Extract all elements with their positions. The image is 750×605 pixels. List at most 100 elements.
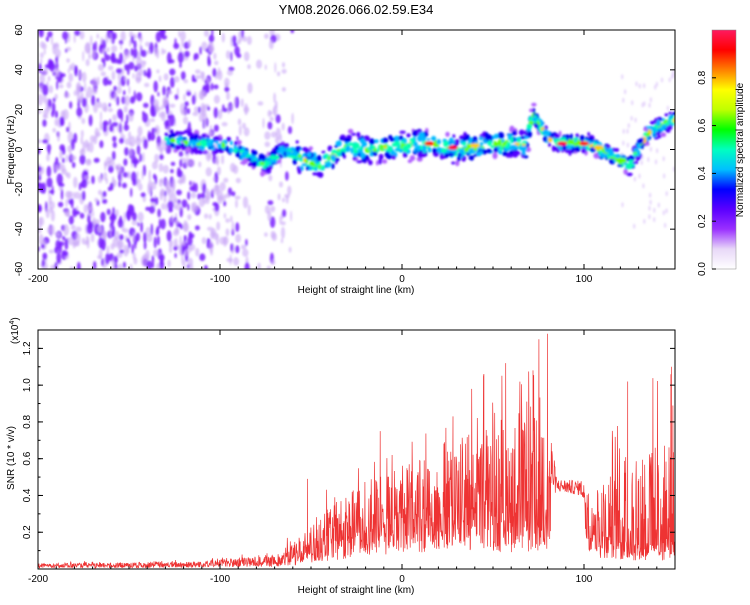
spectrogram-signal-cell [200,146,205,151]
spectrogram-noise-cell [136,56,143,68]
spectrogram-noise-cell [152,173,157,180]
spectrogram-noise-cell [240,244,247,250]
spectrogram-panel: -200 -100 0 100 60 40 20 0 -20 -40 -60 Height of s… [6,24,676,296]
spectrogram-signal-cell [364,154,369,160]
spectrogram-signal-cell [370,145,376,150]
spectrogram-noise-cell [213,52,217,60]
spectrogram-noise-cell [85,59,90,67]
spectrogram-signal-cell [416,145,421,152]
spectrogram-noise-cell [76,261,81,269]
spectrogram-signal-cell [352,149,359,154]
spectrogram-signal-cell [481,149,488,155]
spectrogram-noise-cell [165,178,169,191]
spectrogram-signal-cell [665,121,670,126]
spectrogram-noise-cell [213,107,218,119]
spectrogram-noise-cell [221,154,225,165]
spectrogram-noise-cell [225,50,231,60]
spectrogram-signal-cell [512,130,517,136]
spectrogram-noise-cell [257,262,261,269]
spectrogram-noise-cell [238,125,242,136]
spectrogram-signal-cell [440,148,447,153]
spectrogram-noise-cell [170,240,173,248]
spectrogram-noise-cell [68,215,74,225]
spectrogram-noise-cell [634,117,637,123]
spectrogram-noise-cell [47,98,52,109]
spectrogram-noise-cell [117,239,123,251]
spectrogram-noise-cell [237,118,242,126]
spectrogram-signal-cell [173,149,179,153]
spectrogram-signal-cell [644,142,650,146]
spectrogram-noise-cell [40,52,44,59]
spectrogram-signal-cell [273,159,278,163]
spectrogram-signal-cell [308,146,313,151]
spectrogram-noise-cell [79,154,86,165]
spectrogram-noise-cell [132,73,135,79]
spectrogram-noise-cell [77,86,80,94]
snr-xlabel: Height of straight line (km) [298,585,415,596]
spectrogram-noise-cell [160,258,164,265]
spectrogram-noise-cell [112,114,117,122]
spectrogram-noise-cell [126,114,129,124]
spectrogram-signal-cell [451,161,456,165]
spectrogram-noise-cell [194,182,198,193]
spectrogram-noise-cell [270,259,276,266]
spectrogram-noise-cell [136,144,141,155]
spectrogram-noise-cell [158,163,164,173]
spectrogram-noise-cell [198,161,202,168]
spectrogram-noise-cell [173,203,178,210]
spectrogram-signal-cell [193,147,199,155]
spectrogram-noise-cell [267,121,273,130]
spectrogram-noise-cell [46,165,52,178]
spectrogram-noise-cell [231,221,235,234]
spectrogram-noise-cell [162,97,168,107]
spectrogram-noise-cell [130,35,134,44]
spectrogram-noise-cell [60,189,64,200]
spectrogram-noise-cell [138,68,144,76]
spectrogram-noise-cell [63,91,70,99]
spectrogram-noise-cell [181,173,186,181]
spectrogram-signal-cell [542,136,548,142]
spectrogram-noise-cell [161,47,164,56]
spectrogram-noise-cell [179,235,182,248]
spectrogram-noise-cell [59,144,65,152]
spectrogram-noise-cell [156,48,160,59]
spectrogram-noise-cell [275,114,281,124]
spectrogram-signal-cell [421,136,427,140]
spectrogram-noise-cell [244,262,250,269]
spectrogram-noise-cell [156,69,160,74]
spectrogram-noise-cell [138,183,143,191]
spectrogram-signal-cell [198,135,202,141]
spectrogram-noise-cell [141,60,146,69]
spectrogram-signal-cell [274,155,280,160]
spectrogram-noise-cell [92,50,96,60]
spectrogram-noise-cell [176,87,179,96]
spectrogram-noise-cell [123,244,129,257]
spectrogram-noise-cell [38,226,42,234]
spectrogram-noise-cell [146,260,153,269]
colorbar-label: Normalized spectral amplitude [735,82,746,217]
spectrogram-noise-cell [203,30,210,37]
spectrogram-noise-cell [198,198,205,208]
spectrogram-noise-cell [264,141,271,148]
spectrogram-signal-cell [497,138,502,146]
spectrogram-noise-cell [141,169,144,180]
spectrogram-signal-cell [547,137,553,143]
spectrogram-noise-cell [264,131,271,140]
spectrogram-noise-cell [666,105,670,111]
spectrogram-signal-cell [251,160,258,168]
spectrogram-noise-cell [139,153,143,162]
spectrogram-noise-cell [663,222,667,228]
spectrogram-signal-cell [295,140,299,144]
spectrogram-noise-cell [133,40,137,50]
spectrogram-noise-cell [140,192,146,198]
spectrogram-signal-cell [347,128,354,134]
x-tick-label: 0 [399,274,405,285]
spectrogram-signal-cell [623,168,628,175]
spectrogram-noise-cell [177,179,184,184]
spectrogram-noise-cell [56,80,59,90]
spectrogram-noise-cell [621,202,624,208]
spectrogram-noise-cell [124,64,128,71]
spectrogram-signal-cell [601,148,606,153]
spectrogram-noise-cell [662,156,665,162]
spectrogram-signal-cell [581,147,587,154]
